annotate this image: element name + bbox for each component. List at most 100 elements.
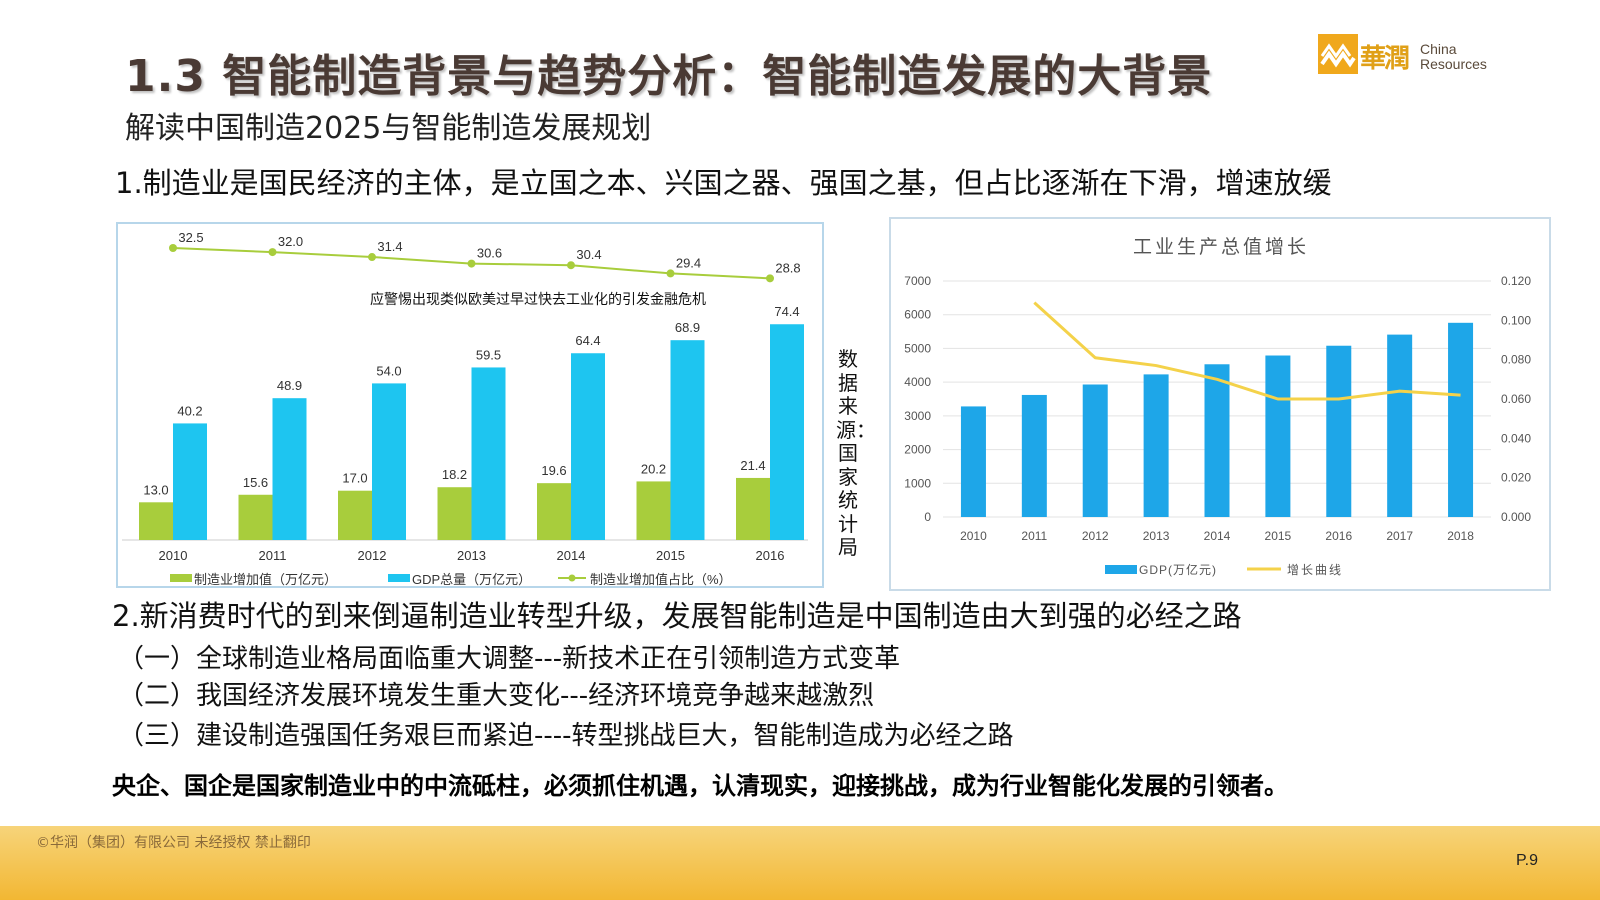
xtick-2016: 2016 — [756, 548, 785, 563]
point-share-2014 — [567, 261, 575, 270]
label-gdp-2013: 59.5 — [476, 347, 501, 362]
label-manufacturing-2015: 20.2 — [641, 461, 666, 476]
point-share-2013 — [467, 259, 476, 268]
bar-manufacturing-2012 — [338, 490, 372, 540]
legend-label-gdp: GDP总量（万亿元） — [412, 572, 531, 586]
conclusion-statement: 央企、国企是国家制造业中的中流砥柱，必须抓住机遇，认清现实，迎接挑战，成为行业智… — [112, 772, 1288, 800]
ytick-left-0: 0 — [924, 510, 931, 524]
page-number: P.9 — [1516, 852, 1538, 869]
footer-bar: ©华润（集团）有限公司 未经授权 禁止翻印 P.9 — [0, 826, 1600, 900]
label-manufacturing-2013: 18.2 — [442, 467, 467, 482]
bar-gdp-2010 — [173, 423, 207, 540]
bar-manufacturing-2011 — [238, 494, 273, 540]
ytick-left-2000: 2000 — [904, 443, 931, 457]
bar-gdp-2014 — [571, 353, 605, 540]
ytick-right-0.000: 0.000 — [1501, 510, 1531, 524]
logo-chinese-text: 華潤 — [1360, 44, 1410, 74]
legend-label-manufacturing: 制造业增加值（万亿元） — [194, 572, 337, 586]
bar-manufacturing-2010 — [139, 502, 173, 540]
ytick-left-7000: 7000 — [904, 274, 931, 288]
manufacturing-chart-svg: 应警惕出现类似欧美过早过快去工业化的引发金融危机 13.0 40.2 15.6 48.… — [122, 230, 808, 587]
label-gdp-2011: 48.9 — [277, 378, 302, 393]
label-share-2014: 30.4 — [576, 247, 601, 262]
data-source-note: 数据来源：国家统计局 — [836, 347, 876, 559]
label-manufacturing-2014: 19.6 — [541, 463, 566, 478]
label-gdp-2015: 68.9 — [675, 320, 700, 335]
sub-point-two: （二）我国经济发展环境发生重大变化---经济环境竞争越来越激烈 — [118, 681, 875, 711]
legend-swatch-gdp-bar — [1105, 565, 1137, 574]
legend-label-share: 制造业增加值占比（%） — [590, 572, 732, 586]
ytick-left-4000: 4000 — [904, 375, 931, 389]
label-share-2013: 30.6 — [477, 246, 502, 261]
point-share-2012 — [368, 253, 376, 262]
bar-gdp-2012 — [372, 383, 406, 540]
logo-en-line1: China — [1420, 41, 1457, 57]
xtick-2013: 2013 — [457, 548, 486, 563]
legend-label-gdp-bar: GDP(万亿元) — [1139, 562, 1217, 577]
label-share-2010: 32.5 — [178, 230, 203, 245]
bar-gdp-2015 — [1265, 355, 1291, 517]
label-share-2015: 29.4 — [676, 255, 701, 270]
line-growth — [1033, 301, 1461, 401]
ytick-left-3000: 3000 — [904, 409, 931, 423]
xtick-2015: 2015 — [656, 548, 685, 563]
sub-point-one: （一）全球制造业格局面临重大调整---新技术正在引领制造方式变革 — [118, 644, 901, 674]
point-share-2016 — [766, 274, 774, 283]
label-manufacturing-2010: 13.0 — [143, 482, 168, 497]
xtick-2012: 2012 — [358, 548, 387, 563]
label-manufacturing-2011: 15.6 — [243, 475, 268, 490]
ytick-right-0.040: 0.040 — [1501, 431, 1531, 445]
point-share-2010 — [169, 244, 177, 252]
label-share-2012: 31.4 — [377, 239, 402, 254]
bar-gdp-2015 — [670, 340, 705, 540]
slide-subtitle: 解读中国制造2025与智能制造发展规划 — [125, 111, 652, 146]
xtick-2011: 2011 — [1021, 529, 1047, 543]
logo-mark-icon — [1318, 34, 1358, 74]
bar-manufacturing-2016 — [736, 477, 770, 540]
bar-gdp-2013 — [471, 367, 506, 540]
bar-manufacturing-2014 — [537, 483, 571, 540]
chart1-legend: 制造业增加值（万亿元） GDP总量（万亿元） 制造业增加值占比（%） — [170, 572, 732, 587]
ytick-left-5000: 5000 — [904, 341, 931, 355]
copyright-notice: ©华润（集团）有限公司 未经授权 禁止翻印 — [36, 835, 311, 851]
legend-marker-share — [568, 574, 576, 582]
logo-en-line2: Resources — [1420, 56, 1487, 72]
point-share-2015 — [666, 269, 675, 278]
bar-gdp-2010 — [960, 406, 986, 517]
label-gdp-2016: 74.4 — [774, 304, 799, 319]
bar-gdp-2011 — [272, 398, 307, 540]
chart2-legend: GDP(万亿元) 增长曲线 — [1105, 562, 1343, 577]
bar-gdp-2016 — [770, 324, 804, 540]
point-one: 1.制造业是国民经济的主体，是立国之本、兴国之器、强国之基，但占比逐渐在下滑，增… — [115, 166, 1332, 200]
logo-english-text: China Resources — [1420, 42, 1487, 72]
manufacturing-chart: 应警惕出现类似欧美过早过快去工业化的引发金融危机 13.0 40.2 15.6 48.… — [116, 222, 824, 588]
ytick-left-1000: 1000 — [904, 476, 931, 490]
xtick-2012: 2012 — [1082, 529, 1109, 543]
chart1-annotation: 应警惕出现类似欧美过早过快去工业化的引发金融危机 — [370, 291, 706, 307]
slide-title: 1.3 智能制造背景与趋势分析：智能制造发展的大背景 — [125, 51, 1213, 102]
bar-gdp-2011 — [1021, 394, 1047, 517]
ytick-right-0.020: 0.020 — [1501, 471, 1531, 485]
xtick-2015: 2015 — [1265, 529, 1292, 543]
ytick-right-0.100: 0.100 — [1501, 313, 1531, 327]
bar-gdp-2016 — [1326, 345, 1352, 517]
legend-label-growth: 增长曲线 — [1287, 563, 1343, 577]
bar-gdp-2012 — [1082, 384, 1108, 517]
label-share-2016: 28.8 — [775, 260, 800, 275]
legend-swatch-gdp — [388, 574, 410, 582]
sub-point-three: （三）建设制造强国任务艰巨而紧迫----转型挑战巨大，智能制造成为必经之路 — [118, 721, 1014, 751]
ytick-right-0.060: 0.060 — [1501, 392, 1531, 406]
bar-gdp-2017 — [1387, 334, 1413, 517]
bar-gdp-2018 — [1448, 322, 1474, 517]
legend-swatch-manufacturing — [170, 574, 192, 582]
label-manufacturing-2016: 21.4 — [740, 458, 765, 473]
industrial-output-chart-svg: 工业生产总值增长 7000 6000 5000 4000 3000 2000 1000 0 0.… — [904, 236, 1531, 577]
xtick-2013: 2013 — [1143, 529, 1170, 543]
point-share-2011 — [268, 248, 277, 257]
industrial-output-chart: 工业生产总值增长 7000 6000 5000 4000 3000 2000 1000 0 0.… — [889, 217, 1551, 591]
bar-gdp-2013 — [1143, 374, 1169, 517]
ytick-right-0.120: 0.120 — [1501, 274, 1531, 288]
ytick-left-6000: 6000 — [904, 308, 931, 322]
chart2-title: 工业生产总值增长 — [1133, 236, 1309, 258]
bar-manufacturing-2013 — [437, 487, 472, 540]
